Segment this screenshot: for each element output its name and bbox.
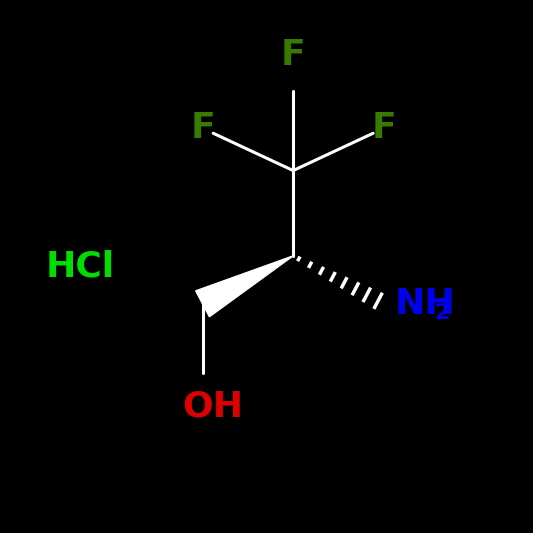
Text: 2: 2 <box>434 303 450 324</box>
Text: OH: OH <box>183 389 244 423</box>
Text: HCl: HCl <box>45 249 115 284</box>
Text: F: F <box>372 111 396 145</box>
Text: F: F <box>190 111 215 145</box>
Text: F: F <box>281 38 305 72</box>
Text: NH: NH <box>394 287 455 321</box>
Polygon shape <box>196 256 293 317</box>
